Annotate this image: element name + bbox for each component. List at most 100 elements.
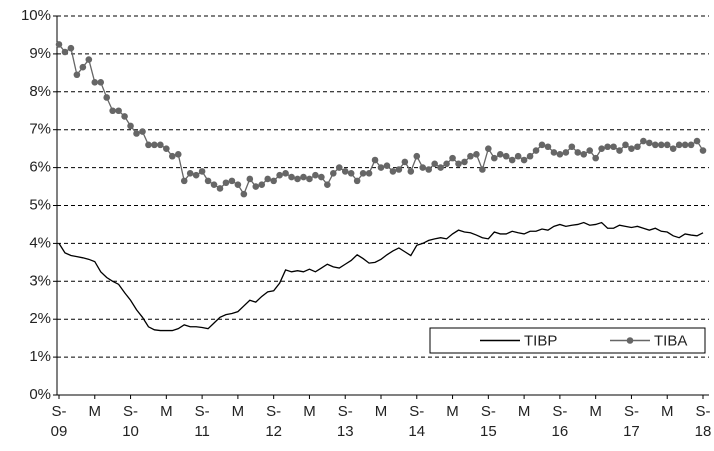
point [145, 141, 152, 149]
point [168, 152, 176, 160]
point [282, 169, 289, 177]
point [210, 181, 218, 188]
point [204, 177, 212, 185]
point [640, 137, 647, 145]
point [324, 181, 331, 188]
legend-label: TIBA [654, 332, 687, 349]
point [586, 147, 594, 154]
point [425, 166, 433, 173]
point [377, 164, 385, 171]
point [55, 41, 63, 48]
point [73, 71, 81, 79]
y-tick-label: 10% [21, 7, 51, 24]
point [604, 143, 611, 151]
y-tick-label: 9% [29, 45, 51, 62]
point [222, 179, 230, 187]
point [341, 168, 349, 175]
point [622, 141, 629, 149]
x-tick-label: S-09 [51, 403, 68, 440]
point [79, 63, 87, 71]
point [383, 162, 391, 170]
point [485, 145, 492, 152]
point [395, 166, 403, 173]
point [693, 137, 701, 145]
point [157, 141, 164, 149]
point [496, 151, 504, 158]
point [109, 107, 116, 115]
y-tick-label: 5% [29, 196, 51, 213]
x-tick-label: M [232, 403, 245, 420]
x-tick-label: S-18 [695, 403, 712, 440]
point [687, 141, 695, 149]
point [592, 154, 599, 162]
point [127, 122, 134, 130]
point [562, 149, 570, 156]
y-tick-label: 1% [29, 348, 51, 365]
point [550, 149, 558, 156]
point [240, 190, 248, 198]
point [490, 154, 498, 162]
x-tick-label: M [518, 403, 531, 420]
point [646, 139, 653, 147]
point [437, 164, 444, 171]
point [371, 156, 379, 164]
point [580, 151, 588, 158]
point [574, 149, 582, 156]
point [103, 94, 111, 101]
point [252, 183, 260, 190]
point [85, 56, 93, 63]
point [431, 160, 438, 168]
point [163, 145, 170, 152]
point [669, 145, 677, 152]
point [526, 152, 534, 160]
point [91, 79, 99, 86]
point [329, 169, 337, 177]
x-tick-label: M [303, 403, 316, 420]
point [544, 143, 552, 151]
point [389, 168, 397, 175]
point [216, 185, 224, 192]
point [276, 171, 283, 179]
point [473, 151, 480, 158]
x-tick-label: M [446, 403, 459, 420]
point [180, 177, 188, 185]
y-tick-label: 3% [29, 272, 51, 289]
x-tick-label: S-14 [408, 403, 425, 440]
point [198, 168, 206, 175]
point [133, 130, 140, 137]
point [413, 152, 421, 160]
point [502, 152, 510, 160]
point [347, 169, 355, 177]
point [365, 169, 373, 177]
point [335, 164, 343, 171]
point [461, 158, 468, 166]
point [556, 151, 564, 158]
point [318, 173, 325, 181]
x-tick-label: S-11 [194, 403, 210, 440]
point [616, 147, 623, 154]
point [151, 141, 158, 149]
point [634, 143, 641, 151]
x-tick-label: M [375, 403, 388, 420]
y-tick-label: 6% [29, 159, 51, 176]
point [401, 158, 409, 166]
point [628, 145, 635, 152]
point [663, 141, 671, 149]
y-tick-label: 4% [29, 234, 51, 251]
point [192, 171, 200, 179]
point [520, 156, 528, 164]
point [61, 48, 69, 56]
x-tick-label: S-10 [122, 403, 139, 440]
point [300, 173, 307, 181]
point [514, 152, 522, 160]
legend-label: TIBP [524, 332, 557, 349]
x-tick-label: M [589, 403, 602, 420]
y-tick-label: 2% [29, 310, 51, 327]
point [508, 156, 516, 164]
point [681, 141, 689, 149]
point [407, 168, 415, 175]
point [115, 107, 122, 115]
y-tick-label: 7% [29, 121, 51, 138]
x-tick-label: S-15 [480, 403, 497, 440]
